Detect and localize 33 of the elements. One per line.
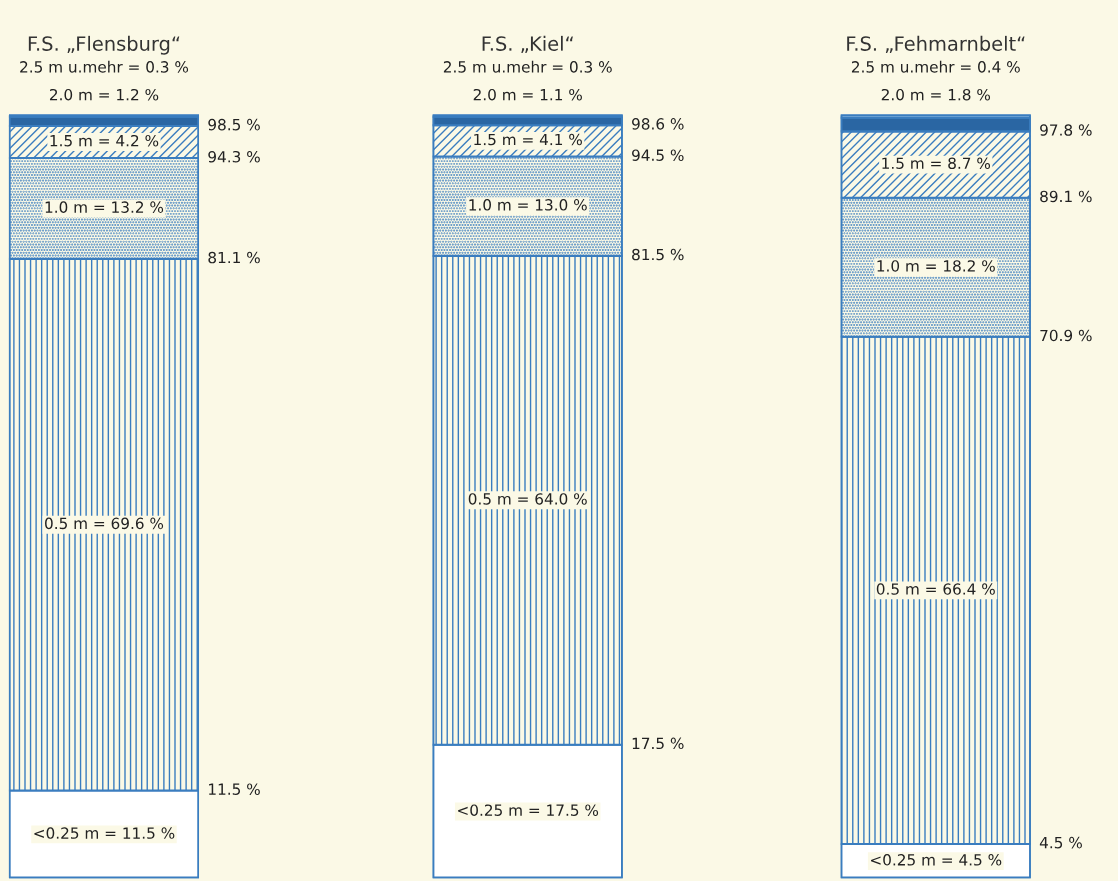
text: 17.5 % [632,737,684,750]
text: 89.1 % [1040,190,1092,203]
text: 70.9 % [1040,329,1092,342]
text: 4.5 % [1039,836,1082,849]
data-label: <0.25 m = 17.5 % [458,804,599,816]
data-label: 2.5 m u.mehr = 0.4 % [851,60,1020,73]
data-label: 0.5 m = 64.0 % [468,493,587,505]
data-label: 0.5 m = 69.6 % [45,517,164,530]
data-label: 1.0 m = 13.0 % [469,199,587,211]
data-label: 2.0 m = 1.2 % [49,88,159,101]
data-label: 1.5 m = 4.2 % [50,134,159,147]
data-label: 2.0 m = 1.1 % [473,88,582,101]
text: 94.3 % [208,150,260,163]
data-label: 0.5 m = 66.4 % [876,583,995,595]
data-label: 1.0 m = 13.2 % [45,201,164,213]
data-label: 1.5 m = 8.7 % [882,157,991,169]
text: 11.5 % [209,783,260,795]
data-label: 1.5 m = 4.1 % [474,133,582,146]
text: 81.1 % [208,251,260,264]
text: 94.5 % [632,149,684,161]
data-label: 2.5 m u.mehr = 0.3 % [20,60,189,73]
data-label: <0.25 m = 11.5 % [34,827,175,839]
text: 97.8 % [1040,124,1092,136]
text: 98.5 % [208,118,260,131]
text: 81.5 % [632,248,684,261]
data-label: 2.5 m u.mehr = 0.3 % [443,60,612,73]
text: 98.6 % [632,118,684,130]
chart-title: F.S. „Kiel“ [482,35,573,53]
chart-title: F.S. „Fehmarnbelt“ [847,35,1025,53]
chart-title: F.S. „Flensburg“ [28,35,180,55]
data-label: 2.0 m = 1.8 % [881,88,991,101]
data-label: <0.25 m = 4.5 % [871,854,1002,866]
data-label: 1.0 m = 18.2 % [877,260,995,272]
